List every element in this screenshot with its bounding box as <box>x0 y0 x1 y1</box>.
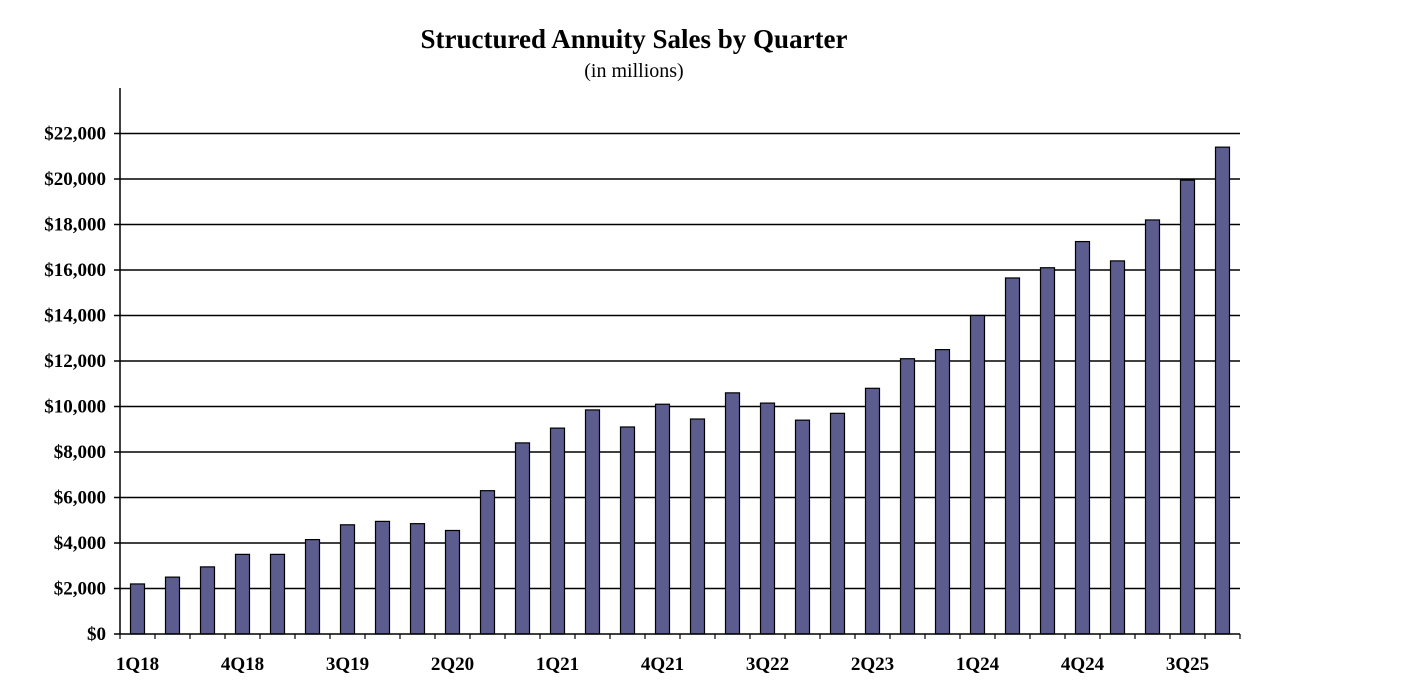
x-tick-label: 4Q24 <box>1061 654 1105 675</box>
y-tick-label: $10,000 <box>44 397 106 418</box>
y-tick-label: $4,000 <box>54 533 106 554</box>
x-tick-label: 3Q22 <box>746 654 789 675</box>
bars <box>129 146 1231 635</box>
bar-4Q21 <box>654 403 671 635</box>
bar-1Q19 <box>269 553 286 635</box>
chart-title: Structured Annuity Sales by Quarter <box>420 24 847 54</box>
bar-3Q21 <box>619 426 636 635</box>
bar-2Q20 <box>444 529 461 635</box>
x-tick-label: 4Q21 <box>641 654 684 675</box>
bar-2Q23 <box>864 387 881 635</box>
x-tick-label: 1Q18 <box>116 654 159 675</box>
bar-2Q18 <box>164 576 181 635</box>
axes <box>114 88 1241 639</box>
y-tick-label: $18,000 <box>44 215 106 236</box>
bar-1Q23 <box>829 412 846 635</box>
bar-3Q20 <box>479 490 496 635</box>
bar-1Q25 <box>1109 260 1126 635</box>
x-tick-label: 2Q23 <box>851 654 894 675</box>
gridlines <box>120 132 1240 590</box>
bar-3Q18 <box>199 566 216 635</box>
x-tick-label: 3Q19 <box>326 654 369 675</box>
bar-4Q22 <box>794 419 811 635</box>
bar-2Q22 <box>724 392 741 635</box>
bar-3Q23 <box>899 358 916 635</box>
bar-1Q22 <box>689 418 706 635</box>
bar-1Q18 <box>129 583 146 635</box>
y-tick-label: $12,000 <box>44 351 106 372</box>
y-tick-label: $14,000 <box>44 306 106 327</box>
bar-4Q23 <box>934 349 951 635</box>
bar-2Q19 <box>304 538 321 635</box>
bar-1Q21 <box>549 427 566 635</box>
y-tick-label: $22,000 <box>44 124 106 145</box>
x-tick-labels: 1Q18 4Q18 3Q19 2Q20 1Q21 4Q21 3Q22 2Q23 1Q24 4Q24… <box>116 654 1209 675</box>
bar-4Q18 <box>234 553 251 635</box>
y-tick-label: $8,000 <box>54 442 106 463</box>
y-tick-label: $0 <box>87 624 106 645</box>
x-tick-label: 3Q25 <box>1166 654 1209 675</box>
y-tick-labels: $0 $2,000 $4,000 $6,000 $8,000 $10,000 $12,000… <box>44 124 106 646</box>
x-tick-label: 2Q20 <box>431 654 474 675</box>
y-tick-label: $20,000 <box>44 169 106 190</box>
y-tick-label: $16,000 <box>44 260 106 281</box>
bar-3Q19 <box>339 524 356 635</box>
bar-3Q24 <box>1039 267 1056 635</box>
bar-1Q24 <box>969 314 986 635</box>
bar-1Q20 <box>409 523 426 635</box>
bar-3Q22 <box>759 402 776 635</box>
x-tick-label: 1Q21 <box>536 654 579 675</box>
bar-2Q21 <box>584 409 601 635</box>
bar-3Q25 <box>1179 179 1196 635</box>
x-tick-label: 1Q24 <box>956 654 1000 675</box>
chart-subtitle: (in millions) <box>584 60 683 82</box>
bar-4Q20 <box>514 442 531 635</box>
bar-4Q25 <box>1214 146 1231 635</box>
bar-2Q24 <box>1004 277 1021 635</box>
y-tick-label: $2,000 <box>54 579 106 600</box>
y-tick-label: $6,000 <box>54 488 106 509</box>
bar-4Q19 <box>374 520 391 635</box>
bar-2Q25 <box>1144 219 1161 635</box>
bar-4Q24 <box>1074 240 1091 635</box>
x-tick-label: 4Q18 <box>221 654 264 675</box>
